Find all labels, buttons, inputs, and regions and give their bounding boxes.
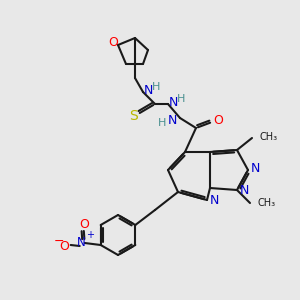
Text: N: N (239, 184, 249, 197)
Text: O: O (213, 115, 223, 128)
Text: +: + (86, 230, 94, 240)
Text: N: N (77, 236, 86, 248)
Text: S: S (130, 109, 138, 123)
Text: N: N (168, 95, 178, 109)
Text: CH₃: CH₃ (257, 198, 275, 208)
Text: O: O (60, 241, 70, 254)
Text: −: − (53, 235, 64, 248)
Text: N: N (143, 85, 153, 98)
Text: H: H (177, 94, 185, 104)
Text: H: H (158, 118, 166, 128)
Text: O: O (80, 218, 90, 230)
Text: O: O (108, 35, 118, 49)
Text: N: N (167, 113, 177, 127)
Text: N: N (209, 194, 219, 208)
Text: N: N (250, 163, 260, 176)
Text: H: H (152, 82, 160, 92)
Text: CH₃: CH₃ (259, 132, 277, 142)
